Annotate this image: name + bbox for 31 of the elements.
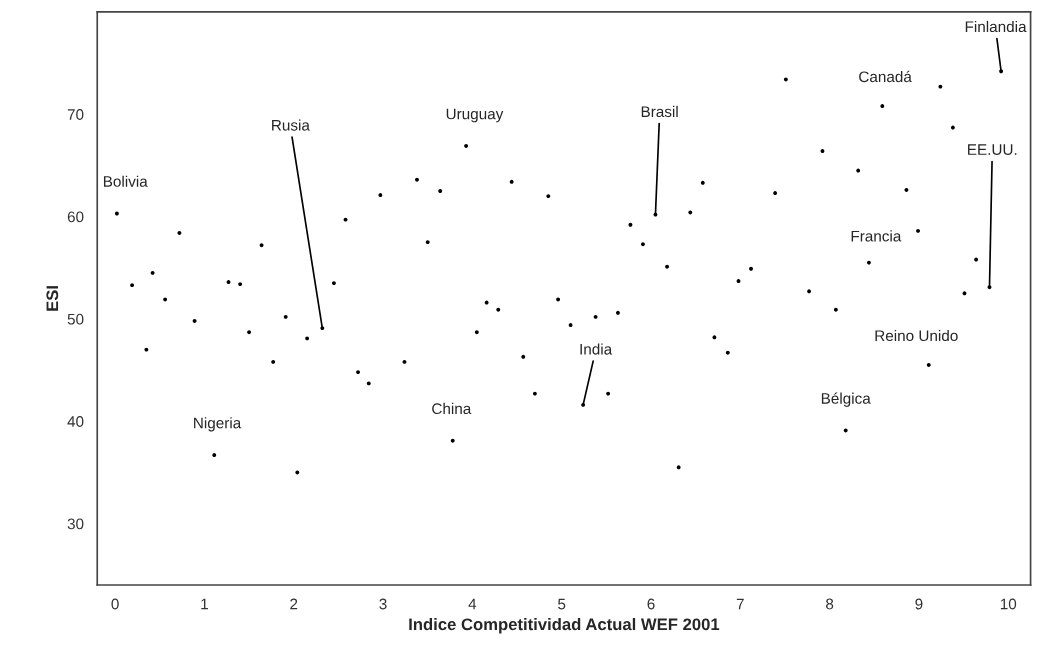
x-tick-label: 3 — [379, 598, 387, 610]
x-tick-label: 10 — [1000, 598, 1017, 610]
y-tick-label: 40 — [67, 416, 84, 427]
annotation: Canadá — [859, 70, 912, 83]
y-axis-title: ESI — [46, 286, 59, 311]
x-tick-label: 4 — [468, 598, 477, 610]
y-tick-label: 60 — [67, 211, 84, 223]
x-axis-title: Indice Competitividad Actual WEF 2001 — [409, 617, 720, 634]
x-tick-label: 9 — [915, 598, 923, 610]
x-tick-label: 0 — [111, 598, 119, 610]
annotation: Brasil — [641, 105, 678, 118]
x-tick-label: 7 — [736, 598, 744, 610]
annotation: Nigeria — [194, 417, 242, 432]
x-tick-label: 2 — [290, 598, 298, 610]
annotation: EE.UU. — [968, 144, 1017, 155]
x-tick-label: 8 — [826, 598, 834, 610]
x-tick-label: 1 — [201, 598, 208, 610]
annotation: Francia — [851, 230, 902, 242]
y-tick-label: 50 — [67, 313, 84, 325]
annotation: China — [432, 402, 472, 415]
x-tick-label: 5 — [558, 598, 566, 610]
annotation: Rusia — [272, 119, 310, 131]
annotation: Bélgica — [821, 392, 871, 407]
x-tick-label: 6 — [647, 598, 655, 610]
annotation: Bolivia — [103, 175, 148, 187]
y-tick-label: 70 — [67, 109, 84, 120]
annotation: Finlandia — [965, 20, 1027, 33]
annotation: Uruguay — [446, 108, 504, 123]
y-tick-label: 30 — [67, 518, 84, 530]
annotation: Reino Unido — [875, 329, 958, 342]
annotation: India — [580, 343, 613, 355]
